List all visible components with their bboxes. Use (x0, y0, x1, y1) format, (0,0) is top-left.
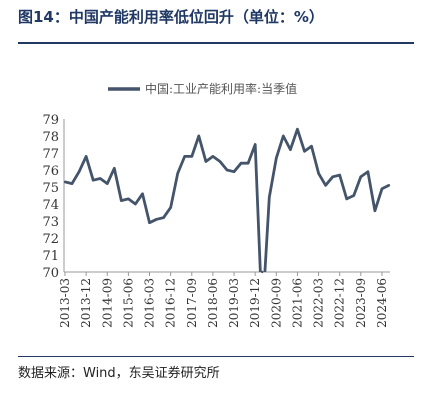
data-point (113, 167, 116, 170)
x-tick-label: 2017-09 (185, 278, 199, 328)
x-tick-label: 2013-12 (79, 278, 93, 328)
data-point (331, 175, 334, 178)
data-point (63, 180, 67, 184)
y-tick-label: 70 (42, 266, 59, 281)
data-point (141, 192, 144, 195)
data-point (106, 182, 109, 185)
data-point (84, 155, 88, 158)
data-point (345, 197, 348, 201)
data-point (162, 216, 165, 219)
data-point (134, 202, 137, 206)
data-point (91, 179, 95, 182)
x-tick-label: 2015-06 (121, 278, 135, 328)
y-tick-label: 71 (42, 249, 59, 264)
source-rule (18, 356, 414, 357)
x-tick-label: 2022-03 (312, 278, 326, 328)
data-point (211, 155, 215, 158)
data-point (239, 162, 243, 165)
data-point (232, 170, 236, 173)
x-tick-label: 2018-06 (206, 278, 220, 328)
x-tick-label: 2019-03 (227, 278, 241, 328)
data-point (366, 170, 370, 173)
figure-title: 图14：中国产能利用率低位回升（单位：%） (18, 8, 324, 26)
data-point (204, 160, 208, 163)
data-point (317, 172, 320, 175)
legend-label: 中国:工业产能利用率:当季值 (145, 81, 297, 96)
x-tick-label: 2021-06 (290, 278, 304, 328)
data-point (155, 218, 158, 221)
data-point (289, 148, 292, 151)
y-tick-label: 75 (42, 181, 59, 196)
data-point (169, 206, 172, 209)
x-axis: 2013-03 2013-12 2014-09 2015-06 2016-03 2016-… (58, 271, 390, 328)
y-tick-label: 74 (42, 198, 59, 213)
title-rule (18, 42, 414, 44)
data-point (176, 172, 179, 175)
data-point (197, 134, 201, 138)
data-point (127, 197, 130, 201)
data-point (296, 128, 299, 131)
x-tick-label: 2014-09 (100, 278, 114, 328)
data-point (218, 160, 222, 163)
x-tick-label: 2022-12 (333, 278, 347, 328)
data-point (373, 209, 377, 212)
data-point (261, 270, 264, 274)
x-tick-label: 2016-03 (143, 278, 157, 328)
x-tick-label: 2013-03 (58, 278, 72, 328)
y-axis: 70 71 72 73 74 75 76 77 78 79 (42, 113, 65, 281)
data-point (253, 143, 257, 146)
x-tick-label: 2024-06 (375, 278, 389, 328)
data-point (359, 175, 363, 178)
data-points (63, 128, 391, 274)
source-note: 数据来源：Wind，东吴证券研究所 (18, 366, 220, 381)
data-point (303, 150, 306, 153)
y-tick-label: 78 (42, 130, 59, 145)
data-point (380, 187, 384, 190)
data-point (310, 145, 313, 148)
x-tick-label: 2016-12 (164, 278, 178, 328)
y-tick-label: 79 (42, 113, 59, 128)
x-tick-label: 2019-12 (248, 278, 262, 328)
data-point (282, 134, 285, 138)
data-point (352, 194, 355, 197)
y-tick-label: 77 (42, 147, 59, 162)
data-point (338, 173, 341, 177)
data-point (246, 162, 250, 165)
data-point (120, 199, 123, 202)
data-point (225, 168, 229, 172)
legend: 中国:工业产能利用率:当季值 (108, 81, 297, 96)
data-point (77, 170, 81, 173)
data-point (324, 184, 327, 187)
data-point (99, 177, 102, 180)
x-tick-label: 2023-09 (354, 278, 368, 328)
data-point (70, 182, 74, 185)
data-point (148, 221, 151, 224)
data-point (275, 156, 278, 160)
y-tick-label: 72 (42, 232, 59, 247)
data-point (268, 196, 271, 199)
y-tick-label: 76 (42, 164, 59, 179)
data-point (183, 155, 186, 158)
data-point (387, 184, 391, 187)
data-point (190, 155, 193, 158)
x-tick-label: 2020-09 (269, 278, 283, 328)
y-tick-label: 73 (42, 215, 59, 230)
